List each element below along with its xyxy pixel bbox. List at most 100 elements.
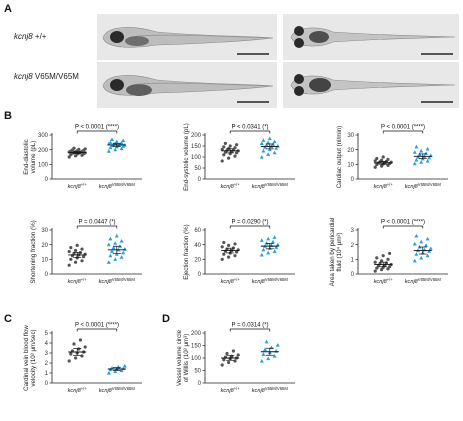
data-point-wildtype [386, 157, 390, 162]
y-tick-label: 0 [45, 177, 49, 183]
data-point-wildtype [75, 243, 79, 247]
y-axis-title-line: volume (pL) [30, 141, 37, 174]
y-tick-label: 0 [351, 177, 355, 183]
data-point-wildtype [80, 247, 84, 251]
data-point-wildtype [83, 147, 87, 151]
data-point-mutant [108, 140, 113, 144]
y-tick-label: 30 [347, 133, 354, 139]
p-value-label: P = 0.0290 (*) [231, 220, 268, 226]
zebrafish-dorsal-wildtype-image [283, 14, 459, 60]
data-point-mutant [108, 145, 113, 150]
data-point-mutant [119, 255, 124, 259]
data-point-mutant [263, 347, 267, 352]
y-tick-label: 150 [191, 144, 202, 150]
category-gene: kcnj8 [252, 279, 266, 285]
data-point-wildtype [74, 248, 78, 253]
category-gene: kcnj8 [405, 279, 419, 285]
data-point-mutant [113, 147, 118, 152]
data-point-wildtype [227, 156, 231, 160]
data-point-wildtype [222, 153, 226, 157]
data-point-wildtype [78, 338, 82, 342]
y-axis-title-line: End-diastolic [23, 139, 30, 174]
zebrafish-lateral-mutant-image [97, 62, 277, 108]
data-point-wildtype [69, 352, 73, 356]
category-genotype: +/+ [81, 277, 88, 282]
category-gene: kcnj8 [99, 184, 113, 190]
data-point-wildtype [80, 354, 84, 358]
genotype-label-wildtype: kcnj8 +/+ [14, 32, 46, 41]
data-point-wildtype [72, 342, 76, 346]
panel-letter-a: A [4, 3, 12, 15]
data-point-wildtype [77, 147, 81, 151]
data-point-mutant [412, 150, 417, 154]
data-point-mutant [108, 236, 113, 241]
category-genotype: +/+ [234, 182, 241, 187]
y-axis-title: Shortening fraction (%) [30, 220, 37, 283]
data-point-mutant [266, 356, 271, 361]
data-point-wildtype [220, 363, 224, 367]
y-tick-label: 20 [347, 148, 354, 154]
data-point-mutant [272, 139, 277, 144]
y-tick-label: 0 [351, 272, 355, 278]
y-tick-label: 0 [198, 381, 202, 387]
y-tick-label: 20 [41, 243, 48, 249]
data-point-mutant [106, 260, 111, 264]
category-label: kcnj8V65M/V65M [99, 277, 136, 285]
data-point-mutant [275, 343, 280, 347]
data-point-mutant [271, 239, 275, 244]
data-point-mutant [267, 136, 272, 141]
y-tick-label: 3 [351, 228, 355, 234]
data-point-mutant [261, 352, 266, 356]
category-label: kcnj8V65M/V65M [99, 182, 136, 190]
data-point-wildtype [223, 141, 227, 145]
data-point-wildtype [373, 159, 377, 163]
data-point-mutant [263, 145, 267, 149]
data-point-mutant [264, 241, 269, 245]
data-point-mutant [114, 139, 119, 144]
data-point-wildtype [67, 263, 71, 267]
data-point-wildtype [67, 249, 71, 254]
category-label: kcnj8V65M/V65M [252, 182, 289, 190]
y-tick-label: 300 [38, 133, 49, 139]
data-point-mutant [425, 253, 430, 258]
category-label: kcnj8+/+ [374, 277, 394, 285]
data-point-mutant [272, 235, 277, 239]
data-point-mutant [110, 137, 114, 141]
category-label: kcnj8V65M/V65M [252, 277, 289, 285]
p-value-label: P < 0.0341 (*) [231, 125, 268, 131]
category-label: kcnj8+/+ [221, 386, 241, 394]
data-point-mutant [266, 236, 271, 241]
category-gene: kcnj8 [99, 279, 113, 285]
data-point-mutant [113, 257, 118, 261]
data-point-mutant [259, 252, 264, 257]
data-point-wildtype [380, 259, 384, 263]
category-label: kcnj8+/+ [68, 277, 88, 285]
category-gene: kcnj8 [405, 184, 419, 190]
y-tick-label: 2 [45, 361, 49, 367]
data-point-mutant [272, 249, 277, 253]
p-value-label: P < 0.0001 (****) [75, 125, 119, 131]
data-point-mutant [259, 359, 264, 363]
y-tick-label: 10 [347, 163, 354, 169]
data-point-mutant [113, 369, 118, 374]
category-gene: kcnj8 [221, 388, 235, 394]
data-point-wildtype [388, 265, 392, 269]
data-point-wildtype [225, 351, 229, 356]
data-point-wildtype [386, 257, 390, 261]
y-axis-title-line: velocity (10³ μm/sec) [30, 329, 37, 386]
data-point-mutant [261, 247, 266, 252]
data-point-mutant [425, 146, 430, 151]
data-point-wildtype [220, 159, 224, 163]
y-tick-label: 2 [351, 243, 355, 249]
y-axis-title: Area taken by pericardialfluid (10⁴ μm²) [329, 218, 343, 286]
y-tick-label: 1 [351, 258, 355, 264]
data-point-wildtype [233, 254, 237, 258]
data-point-mutant [259, 155, 264, 159]
zebrafish-lateral-wildtype-image [97, 14, 277, 60]
data-point-mutant [427, 249, 432, 253]
category-label: kcnj8+/+ [68, 182, 88, 190]
data-point-mutant [266, 152, 271, 156]
y-axis-title: Vessel volume circleof Willis (10³ μm³) [176, 329, 190, 386]
